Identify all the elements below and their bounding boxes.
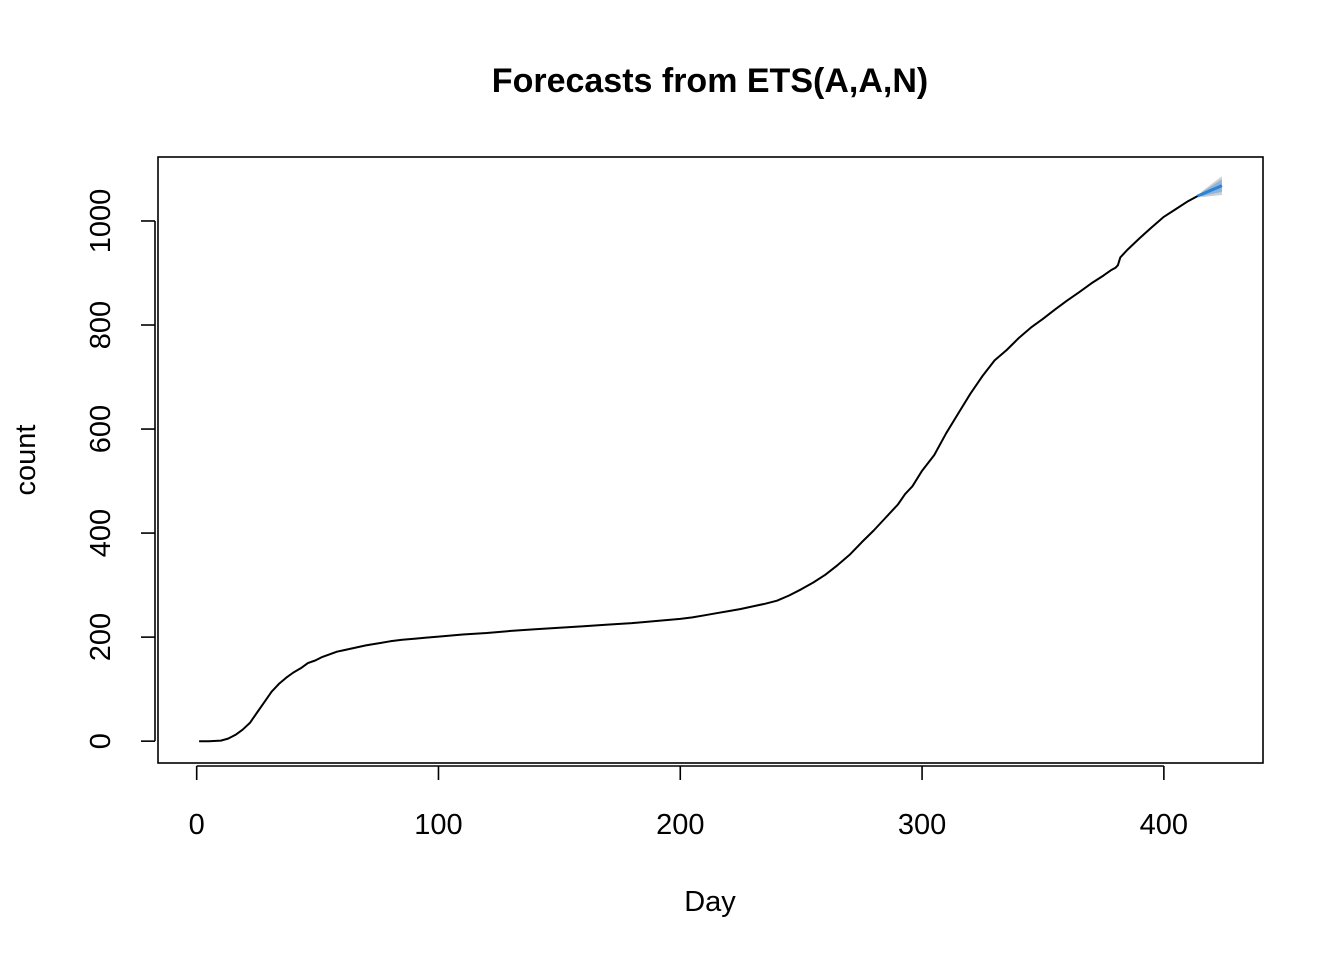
y-tick-label: 200 <box>85 613 117 661</box>
y-tick-label: 800 <box>85 301 117 349</box>
y-tick-label: 1000 <box>85 189 117 254</box>
y-tick-label: 400 <box>85 509 117 557</box>
series-line <box>199 195 1199 743</box>
x-axis: 0 100 200 300 400 <box>189 765 1188 841</box>
x-tick-label: 100 <box>414 809 462 841</box>
y-axis: 0 200 400 600 800 1000 <box>85 189 156 749</box>
y-tick-label: 600 <box>85 405 117 453</box>
x-tick-label: 0 <box>189 809 205 841</box>
y-axis-label: count <box>10 425 42 496</box>
plot-area <box>199 176 1223 743</box>
forecast-mean-line <box>1197 184 1223 198</box>
x-tick-label: 200 <box>656 809 704 841</box>
x-tick-label: 400 <box>1140 809 1188 841</box>
chart-title: Forecasts from ETS(A,A,N) <box>492 62 928 100</box>
x-axis-label: Day <box>684 886 736 918</box>
plot-frame <box>157 156 1264 764</box>
y-tick-label: 0 <box>85 733 117 749</box>
x-tick-label: 300 <box>898 809 946 841</box>
